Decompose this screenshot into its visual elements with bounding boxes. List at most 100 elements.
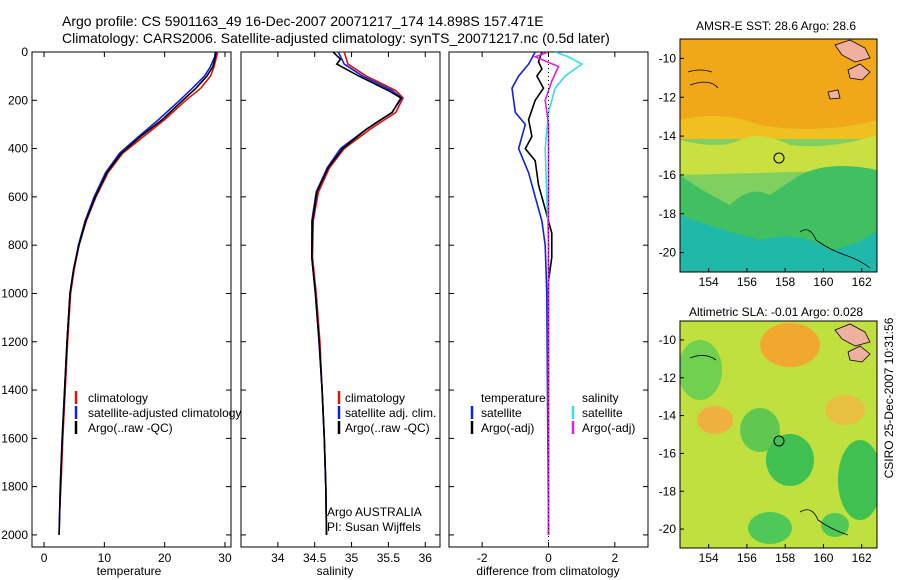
y-tick-label: 1200 bbox=[1, 335, 28, 349]
salinity-xlabel: salinity bbox=[317, 564, 354, 578]
salinity-axes bbox=[240, 51, 441, 548]
y-tick-label: -16 bbox=[659, 168, 677, 182]
difference-xlabel: difference from climatology bbox=[476, 564, 619, 578]
x-tick-label: -2 bbox=[477, 551, 488, 565]
x-tick-label: 34 bbox=[271, 551, 285, 565]
legend-label-temp-argo: Argo(-adj) bbox=[481, 421, 534, 435]
y-tick-label: -18 bbox=[659, 207, 677, 221]
sla-low-patch bbox=[748, 512, 792, 544]
salinity-ticks: 34 34.5 35 35.5 36 bbox=[241, 51, 440, 565]
x-tick-label: 160 bbox=[813, 551, 833, 565]
y-tick-label: -16 bbox=[659, 446, 677, 460]
temperature-series bbox=[58, 52, 219, 535]
island-landmass bbox=[834, 39, 871, 63]
header-line2: Climatology: CARS2006. Satellite-adjuste… bbox=[62, 30, 610, 46]
header-line1: Argo profile: CS 5901163_49 16-Dec-2007 … bbox=[62, 13, 544, 29]
sla-low-patch bbox=[766, 434, 814, 486]
salinity-legend: climatology satellite adj. clim. Argo(..… bbox=[337, 391, 436, 435]
land-contour bbox=[689, 355, 717, 361]
island-landmass bbox=[834, 323, 871, 347]
legend-label-temp-satellite: satellite bbox=[481, 406, 522, 420]
land-contour bbox=[687, 69, 713, 73]
y-tick-label: 1800 bbox=[1, 480, 28, 494]
y-tick-label: -20 bbox=[659, 246, 677, 260]
x-tick-label: 156 bbox=[737, 551, 757, 565]
legend-label-climatology: climatology bbox=[88, 391, 148, 405]
sla-high-patch bbox=[825, 395, 865, 425]
y-tick-label: 1000 bbox=[1, 286, 28, 300]
x-tick-label: 154 bbox=[699, 551, 719, 565]
land-contour bbox=[689, 81, 719, 89]
sla-map-title: Altimetric SLA: -0.01 Argo: 0.028 bbox=[689, 305, 863, 319]
argo-location-marker bbox=[773, 152, 785, 164]
legend-label-sal-argo: Argo(-adj) bbox=[582, 421, 635, 435]
y-tick-label: 800 bbox=[8, 238, 28, 252]
difference-ticks: -2 0 2 bbox=[449, 51, 648, 565]
y-tick-label: -10 bbox=[659, 51, 677, 65]
series-temperature-argo-adj- bbox=[524, 52, 553, 535]
sst-map-title: AMSR-E SST: 28.6 Argo: 28.6 bbox=[696, 19, 856, 33]
y-tick-label: 600 bbox=[8, 190, 28, 204]
x-tick-label: 162 bbox=[852, 275, 872, 289]
y-tick-label: -14 bbox=[659, 409, 677, 423]
temperature-axes bbox=[31, 51, 232, 548]
legend-title-salinity: salinity bbox=[582, 391, 619, 405]
sla-low-patch bbox=[821, 513, 849, 537]
island-landmass bbox=[827, 89, 841, 100]
legend-label-climatology: climatology bbox=[345, 391, 405, 405]
sla-map-frame bbox=[679, 320, 878, 549]
x-tick-label: 20 bbox=[158, 551, 172, 565]
difference-legend-salinity: salinity satellite Argo(-adj) bbox=[571, 391, 635, 435]
sst-map-ticks: 154 156 158 160 162 -10 -12 -14 -16 -18 -20 bbox=[659, 51, 872, 289]
legend-label-satellite: satellite adj. clim. bbox=[345, 406, 436, 420]
x-tick-label: 34.5 bbox=[303, 551, 327, 565]
x-tick-label: 2 bbox=[611, 551, 618, 565]
legend-label-argo: Argo(..raw -QC) bbox=[345, 421, 430, 435]
y-tick-label: 400 bbox=[8, 142, 28, 156]
x-tick-label: 158 bbox=[775, 275, 795, 289]
island-landmass bbox=[847, 345, 871, 363]
y-tick-label: 200 bbox=[8, 93, 28, 107]
sla-low-patch bbox=[740, 408, 780, 452]
sla-high-patch bbox=[760, 323, 820, 367]
y-tick-label: 2000 bbox=[1, 528, 28, 542]
series-argo-raw-qc- bbox=[58, 52, 217, 535]
series-satellite-adjusted-climatology bbox=[58, 52, 217, 535]
series-climatology bbox=[311, 52, 405, 535]
y-tick-label: -12 bbox=[659, 371, 677, 385]
y-tick-label: -10 bbox=[659, 333, 677, 347]
series-temperature-satellite bbox=[511, 52, 550, 535]
y-tick-label: 1600 bbox=[1, 431, 28, 445]
difference-series bbox=[511, 52, 584, 535]
y-tick-label: -18 bbox=[659, 484, 677, 498]
argo-annotation-line2: PI: Susan Wijffels bbox=[327, 520, 421, 534]
argo-location-marker bbox=[773, 435, 785, 447]
x-tick-label: 162 bbox=[852, 551, 872, 565]
coast-contour bbox=[799, 509, 849, 536]
y-tick-label: -14 bbox=[659, 129, 677, 143]
y-tick-label: 0 bbox=[21, 45, 28, 59]
salinity-series bbox=[310, 52, 405, 535]
sla-low-patch bbox=[838, 440, 877, 520]
x-tick-label: 30 bbox=[218, 551, 232, 565]
x-tick-label: 35 bbox=[345, 551, 359, 565]
x-tick-label: 35.5 bbox=[377, 551, 401, 565]
legend-title-temperature: temperature bbox=[481, 391, 546, 405]
temperature-ticks: 0 10 20 30 0 200 400 600 800 1000 1200 1400 1600 1800… bbox=[1, 45, 232, 565]
x-tick-label: 156 bbox=[737, 275, 757, 289]
x-tick-label: 0 bbox=[41, 551, 48, 565]
sst-map-frame bbox=[679, 38, 878, 273]
coast-contour bbox=[799, 229, 871, 269]
sst-warmer-band bbox=[680, 39, 877, 129]
x-tick-label: 10 bbox=[98, 551, 112, 565]
sst-transition-band bbox=[680, 135, 877, 175]
legend-label-argo: Argo(..raw -QC) bbox=[88, 421, 173, 435]
sla-low-patch bbox=[680, 340, 722, 400]
y-tick-label: -12 bbox=[659, 90, 677, 104]
legend-label-satellite: satellite-adjusted climatology bbox=[88, 406, 241, 420]
x-tick-label: 36 bbox=[419, 551, 433, 565]
series-argo-raw-qc- bbox=[310, 52, 403, 535]
legend-label-sal-satellite: satellite bbox=[582, 406, 623, 420]
temperature-legend: climatology satellite-adjusted climatolo… bbox=[74, 391, 241, 435]
